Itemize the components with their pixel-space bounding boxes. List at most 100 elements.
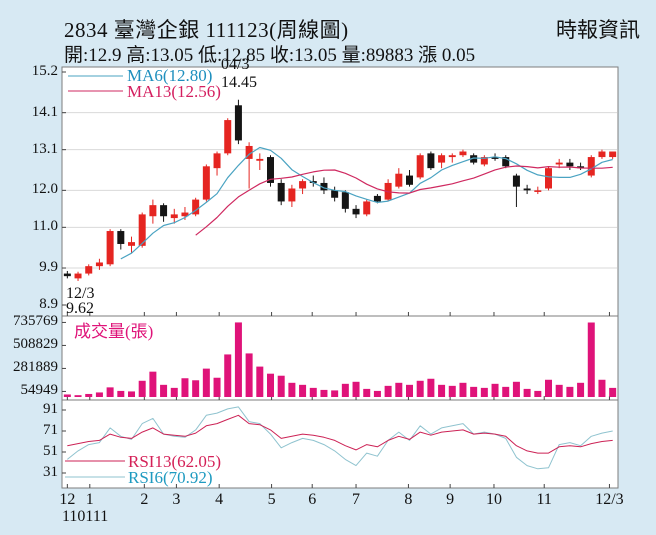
volume-bar <box>267 373 274 397</box>
candle-body-down <box>320 182 328 191</box>
volume-bar <box>63 394 71 397</box>
month-axis-label: 10 <box>485 491 502 508</box>
candle-body-down <box>491 157 499 159</box>
candle-body-up <box>555 162 563 165</box>
month-axis-label: 9 <box>446 491 455 508</box>
candle-body-down <box>63 273 71 277</box>
ma13-line <box>195 165 613 236</box>
price-axis-label: 9.9 <box>39 259 58 276</box>
volume-bar <box>331 390 339 397</box>
price-axis-label: 14.1 <box>31 103 58 120</box>
volume-bar <box>523 388 531 397</box>
rsi6-line <box>66 406 613 470</box>
volume-bar <box>587 322 595 397</box>
candle-body-down <box>234 105 242 141</box>
volume-bar <box>299 384 307 397</box>
candle-body-up <box>448 155 456 158</box>
candle-body-up <box>202 166 210 200</box>
volume-bar <box>373 390 381 397</box>
candle-body-up <box>95 262 103 267</box>
start-date-label: 12/3 <box>66 285 95 302</box>
volume-axis-label: 281889 <box>13 359 58 376</box>
volume-bar <box>277 375 285 397</box>
month-axis-label: 3 <box>172 491 181 508</box>
month-axis-label: 2 <box>140 491 149 508</box>
start-annotation: 12/3 9.62 <box>66 285 95 317</box>
candle-body-up <box>245 145 253 159</box>
volume-bar <box>202 368 210 397</box>
volume-bar <box>341 383 349 397</box>
volume-bar <box>406 384 413 397</box>
volume-bar <box>502 386 510 397</box>
candle-body-down <box>267 157 274 183</box>
rsi-axis-label: 91 <box>43 401 58 417</box>
candle-body-down <box>277 182 285 202</box>
volume-bar <box>234 322 242 397</box>
candle-body-up <box>213 153 221 169</box>
month-axis-label: 5 <box>267 491 276 508</box>
volume-bar <box>416 380 424 397</box>
rsi13-line <box>67 414 613 454</box>
ma6-legend-label: MA6(12.80) <box>127 66 213 85</box>
volume-bar <box>512 381 520 397</box>
volume-bar <box>470 386 478 397</box>
candle-body-up <box>598 151 606 158</box>
candle-body-up <box>459 151 467 156</box>
month-axis-label: 4 <box>215 491 224 508</box>
volume-bar <box>577 382 585 397</box>
volume-bar <box>106 387 114 397</box>
volume-axis-label: 54949 <box>20 382 59 399</box>
candle-body-up <box>587 157 595 176</box>
candle-body-up <box>299 181 307 189</box>
candle-body-up <box>74 273 82 279</box>
volume-bar <box>480 387 488 397</box>
candle-body-down <box>470 155 478 163</box>
volume-bar <box>534 390 542 397</box>
price-axis-label: 8.9 <box>39 296 58 312</box>
candle-body-up <box>480 157 488 165</box>
month-axis-label: 1 <box>85 491 94 508</box>
rsi-axis-label: 31 <box>43 464 58 480</box>
volume-bar <box>459 382 467 397</box>
peak-price-label: 14.45 <box>221 74 257 91</box>
month-axis-label: 7 <box>352 491 361 508</box>
volume-bar <box>138 380 146 397</box>
price-axis-label: 12.0 <box>31 181 58 198</box>
candle-body-up <box>149 205 157 217</box>
candle-body-up <box>224 120 232 154</box>
volume-panel-title: 成交量(張) <box>74 322 154 341</box>
volume-bar <box>598 379 606 397</box>
candle-body-down <box>512 175 520 187</box>
candle-body-up <box>609 151 617 158</box>
volume-bar <box>438 384 446 397</box>
candle-body-down <box>502 157 510 167</box>
candle-body-up <box>363 201 371 215</box>
volume-bar <box>566 386 574 397</box>
volume-bar <box>427 378 435 397</box>
volume-bar <box>170 387 178 397</box>
candle-body-up <box>438 155 446 163</box>
rsi6-legend-label: RSI6(70.92) <box>128 468 213 487</box>
volume-bar <box>85 393 93 397</box>
month-axis-label: 12 <box>59 491 76 508</box>
first-date-label: 110111 <box>62 508 109 525</box>
candle-body-up <box>395 173 403 187</box>
volume-bar <box>609 387 617 397</box>
volume-bar <box>192 380 200 397</box>
volume-bar <box>245 353 253 397</box>
candle-body-down <box>117 231 125 244</box>
rsi13-legend-label: RSI13(62.05) <box>128 452 222 471</box>
volume-bar <box>181 378 189 397</box>
candle-body-down <box>331 190 339 198</box>
rsi-axis-label: 71 <box>43 422 58 438</box>
page-title: 2834 臺灣企銀 111123(周線圖) <box>64 18 349 42</box>
month-axis-label: 12/3 <box>595 491 624 508</box>
volume-bar <box>448 385 456 397</box>
volume-bar <box>363 388 371 397</box>
volume-bar <box>288 382 296 397</box>
candle-body-up <box>534 190 542 192</box>
peak-annotation: 04/3 14.45 <box>221 56 257 92</box>
candle-body-down <box>160 205 168 217</box>
